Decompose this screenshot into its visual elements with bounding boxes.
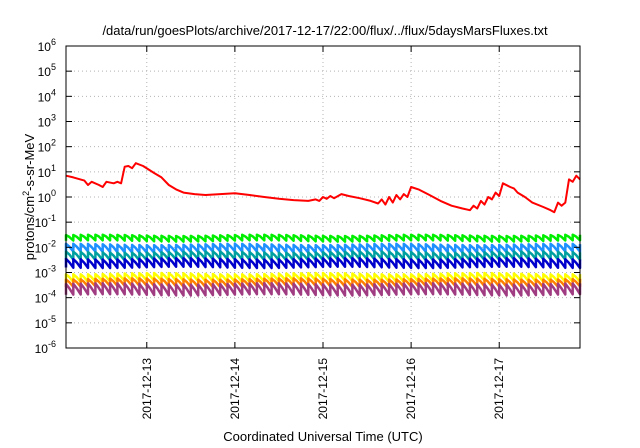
y-tick-label: 103	[38, 113, 56, 130]
series-line-4	[64, 250, 582, 262]
series-line-1	[65, 162, 581, 214]
y-tick-label: 10-1	[35, 213, 56, 230]
y-tick-label: 100	[38, 188, 56, 205]
series-line-6	[64, 271, 582, 284]
x-axis-title: Coordinated Universal Time (UTC)	[223, 429, 422, 444]
x-tick-label: 2017-12-14	[228, 358, 242, 420]
x-axis: 2017-12-13 2017-12-14 2017-12-15 2017-12-16…	[140, 46, 506, 419]
y-axis-title-prefix: protons/cm	[22, 196, 37, 260]
y-tick-label: 104	[38, 87, 56, 104]
y-tick-label: 10-5	[35, 314, 56, 331]
y-axis: 10-6 10-5 10-4 10-3 10-2 10-1 100 101 102 103 104 1…	[35, 37, 580, 356]
y-tick-label: 10-6	[35, 339, 56, 356]
y-tick-label: 10-3	[35, 264, 56, 281]
y-tick-label: 105	[38, 62, 56, 79]
y-tick-label: 10-4	[35, 289, 56, 306]
y-tick-label: 106	[38, 37, 56, 54]
x-tick-label: 2017-12-17	[492, 358, 506, 420]
series-line-8	[64, 282, 582, 297]
x-tick-label: 2017-12-15	[316, 358, 330, 420]
x-tick-label: 2017-12-16	[404, 358, 418, 420]
series-line-5	[64, 256, 582, 270]
series-line-3	[64, 242, 582, 254]
series-layer	[64, 162, 582, 297]
chart-title: /data/run/goesPlots/archive/2017-12-17/2…	[102, 23, 548, 38]
series-line-7	[64, 277, 582, 289]
y-axis-title: protons/cm2-s-sr-MeV	[21, 133, 37, 260]
y-tick-label: 102	[38, 138, 56, 155]
series-line-2	[64, 233, 582, 243]
y-tick-label: 10-2	[35, 238, 56, 255]
y-tick-label: 101	[38, 163, 56, 180]
y-axis-title-suffix: -s-sr-MeV	[22, 133, 37, 190]
y-axis-title-sup: 2	[21, 191, 31, 196]
x-tick-label: 2017-12-13	[140, 358, 154, 420]
